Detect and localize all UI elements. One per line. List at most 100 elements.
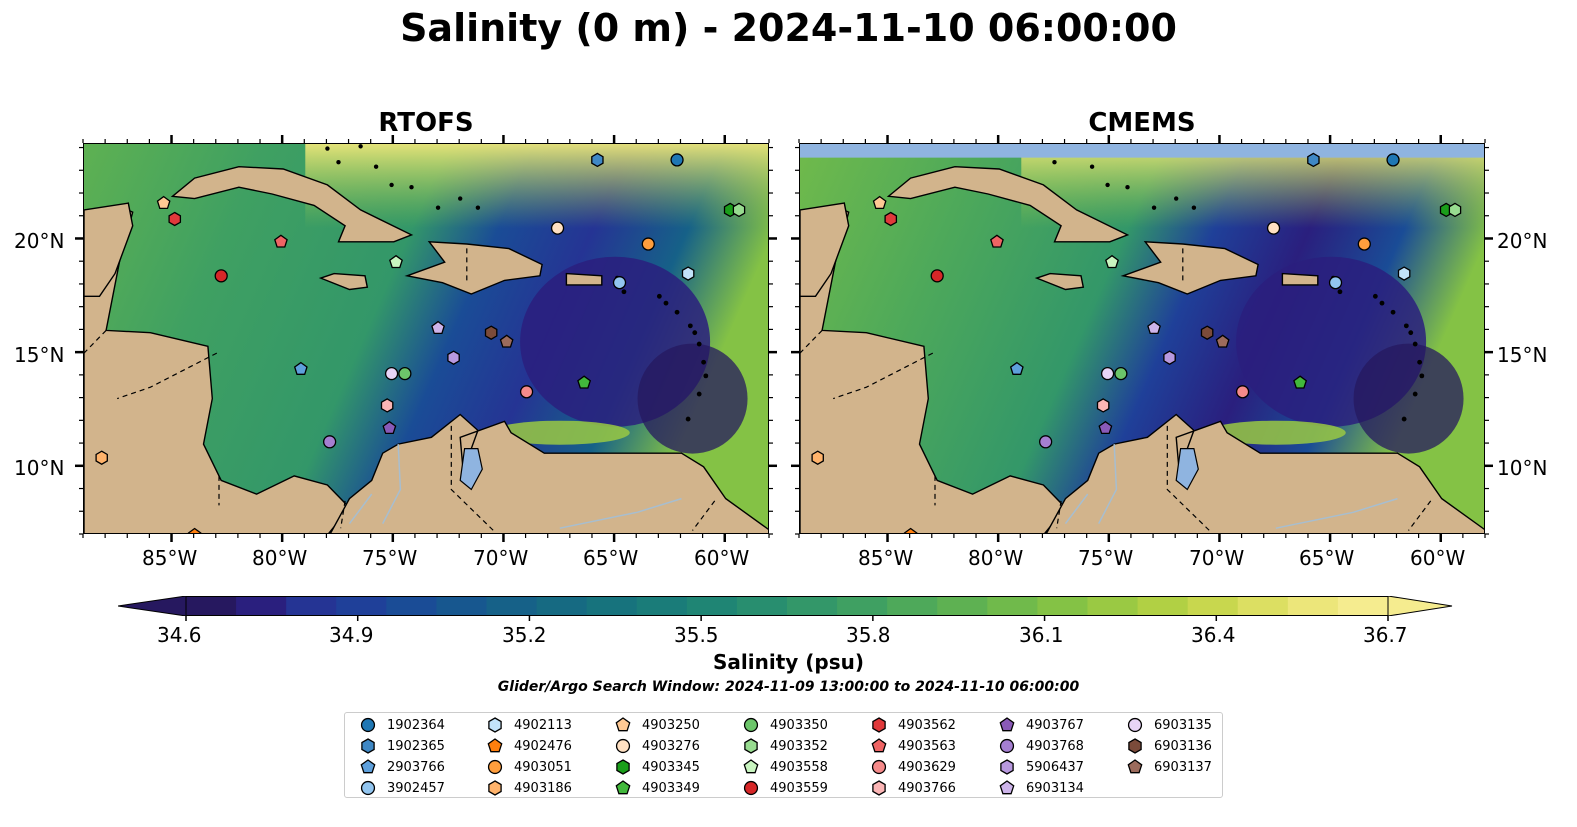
legend-item[interactable]: 4903051 (486, 757, 572, 777)
legend-item[interactable]: 4903766 (870, 778, 956, 798)
platform-marker-4902476[interactable] (903, 527, 918, 535)
platform-marker-4903768[interactable] (323, 435, 337, 449)
legend-item[interactable]: 6903135 (1126, 715, 1212, 735)
platform-marker-4902113[interactable] (1397, 266, 1411, 281)
legend-item[interactable]: 4903186 (486, 778, 572, 798)
legend-marker[interactable] (999, 717, 1015, 732)
platform-marker-4903766[interactable] (1096, 398, 1110, 413)
platform-marker-4903558[interactable] (389, 254, 403, 269)
legend-item[interactable]: 4902476 (486, 736, 572, 756)
platform-marker-4903767[interactable] (382, 420, 397, 435)
legend-marker[interactable] (1127, 759, 1143, 774)
legend-item[interactable]: 2903766 (359, 757, 445, 777)
platform-marker-6903137[interactable] (1215, 334, 1230, 348)
legend-item[interactable]: 4903563 (870, 736, 956, 756)
platform-marker-4903559[interactable] (930, 269, 944, 283)
platform-marker-4903350[interactable] (398, 366, 412, 381)
legend-item[interactable]: 4903767 (998, 715, 1084, 735)
platform-marker-4903350[interactable] (1114, 366, 1128, 381)
legend-marker[interactable] (360, 759, 376, 774)
legend-item[interactable]: 4903349 (614, 778, 700, 798)
platform-marker-4903768[interactable] (1039, 435, 1053, 449)
platform-marker-4903250[interactable] (156, 195, 171, 210)
platform-marker-6903135[interactable] (1100, 366, 1115, 381)
legend-item[interactable]: 1902364 (359, 715, 445, 735)
platform-marker-4903349[interactable] (577, 375, 592, 389)
legend-item[interactable]: 6903136 (1126, 736, 1212, 756)
platform-marker-1902365[interactable] (1307, 152, 1320, 168)
platform-marker-6903135[interactable] (384, 366, 399, 381)
platform-marker-6903134[interactable] (431, 320, 445, 335)
legend-marker[interactable] (615, 780, 631, 795)
legend-item[interactable]: 4902113 (486, 715, 572, 735)
legend-marker[interactable] (360, 717, 376, 733)
legend-item[interactable]: 4903629 (870, 757, 956, 777)
platform-marker-4903563[interactable] (990, 234, 1004, 248)
platform-marker-4903051[interactable] (641, 237, 655, 251)
legend-marker[interactable] (871, 738, 887, 753)
platform-marker-6903137[interactable] (499, 334, 514, 348)
legend-item[interactable]: 4903250 (614, 715, 700, 735)
legend-marker[interactable] (999, 780, 1015, 795)
legend-item[interactable]: 4903352 (742, 736, 828, 756)
platform-marker-4903276[interactable] (1266, 221, 1281, 235)
legend-marker[interactable] (615, 717, 631, 732)
platform-marker-4903562[interactable] (884, 211, 898, 227)
platform-marker-4902476[interactable] (187, 527, 202, 535)
legend-marker[interactable] (615, 738, 631, 754)
platform-marker-4903767[interactable] (1098, 420, 1113, 435)
platform-marker-4903352[interactable] (732, 202, 746, 218)
map-panel-cmems[interactable] (799, 143, 1485, 534)
platform-marker-4903629[interactable] (1235, 385, 1250, 399)
platform-marker-4903250[interactable] (872, 195, 887, 210)
platform-marker-4903186[interactable] (95, 450, 108, 465)
legend-marker[interactable] (360, 780, 376, 796)
map-panel-rtofs[interactable] (83, 143, 769, 534)
legend-marker[interactable] (999, 738, 1015, 754)
legend-item[interactable]: 6903137 (1126, 757, 1212, 777)
legend-item[interactable]: 3902457 (359, 778, 445, 798)
legend-marker[interactable] (361, 738, 375, 754)
legend-item[interactable]: 4903558 (742, 757, 828, 777)
legend-item[interactable]: 4903562 (870, 715, 956, 735)
platform-marker-4903766[interactable] (380, 398, 394, 413)
legend-marker[interactable] (488, 717, 502, 733)
legend-item[interactable]: 6903134 (998, 778, 1084, 798)
legend-marker[interactable] (487, 759, 503, 775)
legend-item[interactable]: 4903559 (742, 778, 828, 798)
platform-marker-4902113[interactable] (681, 266, 695, 281)
legend-item[interactable]: 4903276 (614, 736, 700, 756)
platform-marker-4903352[interactable] (1448, 202, 1462, 218)
legend-item[interactable]: 4903768 (998, 736, 1084, 756)
platform-marker-4903558[interactable] (1105, 254, 1119, 269)
platform-marker-1902364[interactable] (670, 153, 684, 167)
legend-marker[interactable] (743, 717, 759, 733)
platform-marker-4903563[interactable] (274, 234, 288, 248)
platform-marker-6903136[interactable] (484, 325, 498, 340)
legend-marker[interactable] (616, 759, 630, 775)
legend-marker[interactable] (487, 738, 503, 753)
platform-marker-4903051[interactable] (1357, 237, 1371, 251)
platform-marker-6903136[interactable] (1200, 325, 1214, 340)
legend-marker[interactable] (743, 780, 759, 796)
legend-item[interactable]: 1902365 (359, 736, 445, 756)
legend-marker[interactable] (743, 759, 759, 774)
legend-marker[interactable] (1128, 738, 1142, 754)
platform-marker-1902365[interactable] (591, 152, 604, 168)
legend-marker[interactable] (871, 759, 887, 775)
legend-item[interactable]: 4903350 (742, 715, 828, 735)
platform-marker-3902457[interactable] (1328, 276, 1343, 290)
platform-marker-6903134[interactable] (1147, 320, 1161, 335)
legend-marker[interactable] (488, 780, 502, 796)
legend-item[interactable]: 5906437 (998, 757, 1084, 777)
legend-marker[interactable] (1127, 717, 1143, 733)
platform-marker-4903349[interactable] (1293, 375, 1308, 389)
platform-marker-1902364[interactable] (1386, 153, 1400, 167)
platform-marker-2903766[interactable] (1009, 361, 1024, 375)
platform-marker-2903766[interactable] (293, 361, 308, 375)
platform-marker-3902457[interactable] (612, 276, 627, 290)
platform-marker-4903559[interactable] (214, 269, 228, 283)
legend-item[interactable]: 4903345 (614, 757, 700, 777)
legend-marker[interactable] (1000, 759, 1014, 775)
platform-marker-5906437[interactable] (447, 350, 460, 365)
